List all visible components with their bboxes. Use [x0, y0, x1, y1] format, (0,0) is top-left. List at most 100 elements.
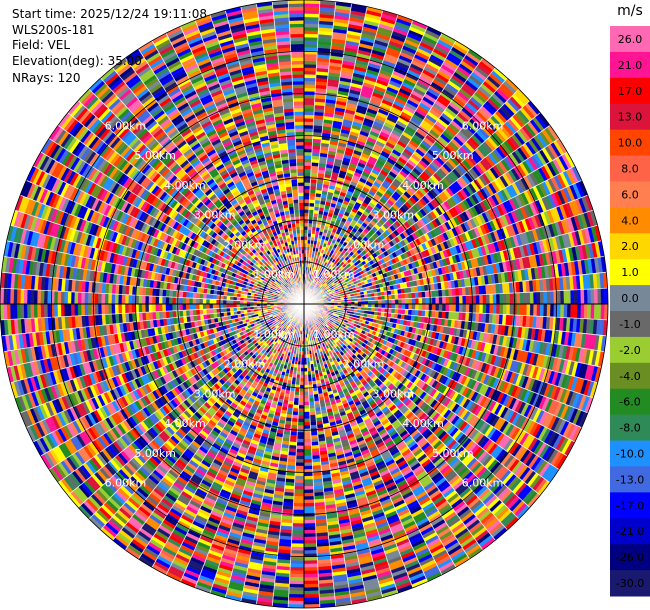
gate-cell [408, 303, 413, 310]
gate-cell [506, 303, 511, 315]
gate-cell [303, 222, 309, 227]
gate-cell [597, 303, 602, 320]
gate-cell [536, 303, 541, 317]
gate-cell [303, 178, 311, 183]
gate-cell [442, 303, 447, 312]
gate-cell [533, 303, 538, 317]
gate-cell [560, 303, 565, 318]
gate-cell [303, 131, 314, 136]
gate-cell [560, 290, 565, 305]
gate-cell [573, 303, 578, 319]
gate-cell [486, 303, 490, 314]
gate-cell [388, 303, 392, 309]
gate-cell [448, 296, 453, 305]
gate-cell [387, 308, 392, 314]
gate-cell [583, 303, 588, 319]
gate-cell [303, 124, 314, 129]
gate-cell [303, 53, 318, 58]
gate-cell [465, 303, 470, 313]
gate-cell [550, 290, 555, 305]
gate-cell [529, 303, 534, 317]
gate-cell [303, 20, 319, 25]
gate-cell [512, 303, 517, 316]
gate-cell [391, 299, 396, 305]
gate-cell [438, 303, 443, 312]
gate-cell [421, 303, 426, 311]
gate-cell [496, 303, 501, 315]
gate-cell [502, 303, 507, 315]
gate-cell [303, 172, 312, 176]
gate-cell [310, 168, 319, 174]
gate-cell [303, 185, 311, 190]
gate-cell [308, 216, 314, 221]
gate-cell [411, 292, 416, 299]
gate-cell [303, 155, 312, 160]
gate-cell [303, 128, 314, 133]
gate-cell [303, 158, 312, 163]
gate-cell [303, 6, 320, 11]
gate-cell [398, 298, 403, 305]
gate-cell [593, 303, 599, 320]
gate-cell [455, 303, 460, 313]
gate-cell [405, 298, 409, 305]
gate-cell [303, 91, 316, 96]
gate-cell [378, 303, 382, 309]
gate-cell [506, 293, 511, 305]
gate-cell [303, 87, 316, 92]
gate-cell [303, 9, 320, 15]
gate-cell [381, 303, 386, 309]
gate-cell [303, 151, 313, 156]
gate-cell [600, 303, 605, 320]
gate-cell [587, 288, 592, 305]
gate-cell [303, 77, 316, 82]
gate-cell [526, 303, 531, 316]
gate-cell [309, 195, 316, 201]
gate-cell [475, 303, 480, 314]
gate-cell [303, 199, 310, 203]
gate-cell [519, 303, 524, 316]
gate-cell [303, 84, 316, 89]
gate-cell [459, 295, 463, 305]
gate-cell [455, 295, 460, 305]
gate-cell [378, 299, 382, 305]
gate-cell [303, 23, 319, 28]
gate-cell [472, 303, 477, 314]
gate-cell [303, 101, 315, 106]
gate-cell [303, 168, 312, 173]
gate-cell [563, 290, 568, 305]
gate-cell [374, 299, 379, 305]
gate-cell [539, 291, 544, 305]
gate-cell [303, 94, 316, 99]
gate-cell [462, 295, 467, 305]
gate-cell [543, 303, 548, 317]
gate-cell [401, 303, 406, 310]
gate-cell [496, 293, 501, 305]
gate-cell [411, 309, 416, 316]
gate-cell [580, 303, 585, 319]
gate-cell [597, 288, 602, 305]
gate-cell [418, 297, 423, 305]
gate-cell [303, 189, 311, 193]
gate-cell [388, 299, 392, 305]
gate-cell [303, 232, 308, 237]
gate-cell [418, 291, 423, 299]
gate-cell [303, 37, 319, 42]
gate-cell [407, 309, 413, 316]
gate-cell [310, 179, 318, 184]
gate-cell [308, 212, 314, 217]
gate-cell [536, 291, 541, 305]
gate-cell [526, 292, 531, 305]
gate-cell [394, 293, 399, 300]
gate-cell [587, 303, 592, 320]
gate-cell [475, 294, 480, 305]
gate-cell [397, 308, 402, 315]
gate-cell [303, 60, 317, 65]
gate-cell [303, 64, 317, 69]
gate-cell [570, 289, 575, 305]
gate-cell [309, 192, 316, 197]
gate-cell [367, 303, 372, 308]
gate-cell [374, 303, 379, 309]
gate-cell [401, 293, 406, 300]
gate-cell [550, 303, 555, 318]
